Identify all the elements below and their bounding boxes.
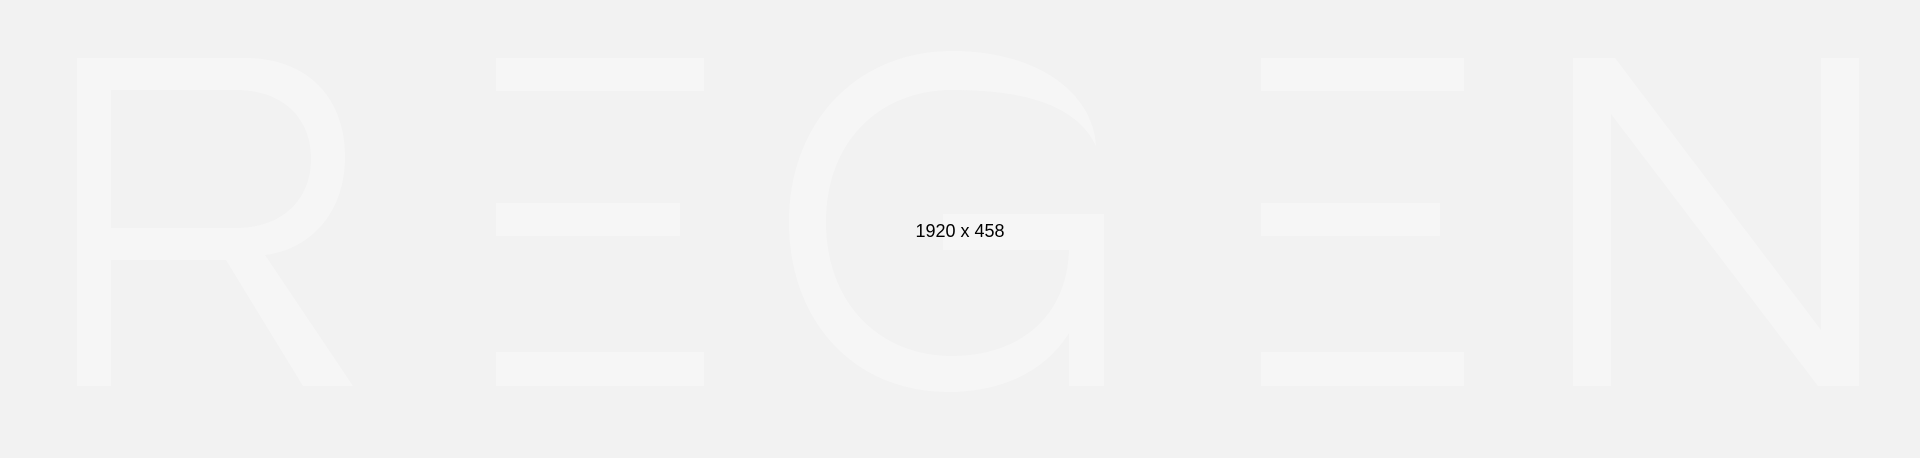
letter-e-second [1261,58,1464,386]
letter-g [789,51,1104,392]
letter-r [77,58,353,386]
letter-n [1573,58,1859,386]
letter-e-first [496,58,704,386]
image-dimensions-label: 1920 x 458 [915,221,1005,241]
